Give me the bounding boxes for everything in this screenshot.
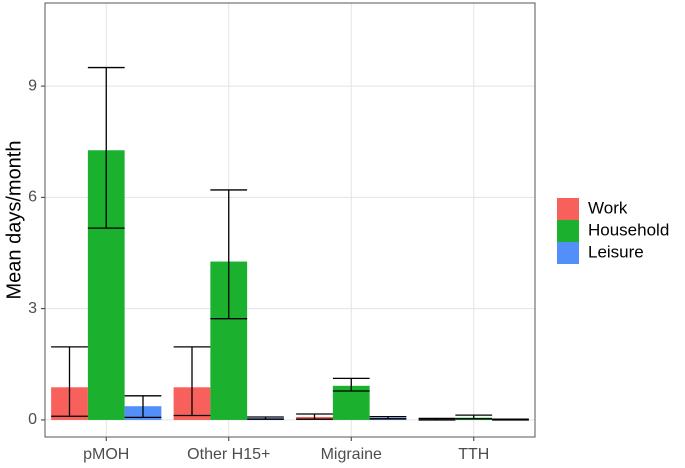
legend-label: Work: [588, 198, 628, 217]
error-bar: [210, 189, 248, 320]
error-bar: [369, 415, 407, 420]
error-bar: [332, 377, 370, 392]
legend-swatch: [557, 242, 579, 264]
x-tick-label: TTH: [458, 446, 489, 463]
x-tick-label: Migraine: [321, 446, 382, 463]
error-bar: [124, 395, 162, 418]
error-bar: [247, 416, 284, 420]
error-bar: [296, 413, 333, 420]
x-tick-label: Other H15+: [187, 446, 270, 463]
error-bar: [455, 414, 493, 420]
y-tick-label: 9: [28, 77, 37, 94]
error-bar: [51, 346, 88, 417]
legend-label: Leisure: [588, 242, 644, 261]
legend-label: Household: [588, 220, 669, 239]
y-tick-label: 6: [28, 189, 37, 206]
error-bar: [87, 66, 125, 229]
y-tick-label: 3: [28, 300, 37, 317]
y-tick-label: 0: [28, 411, 37, 428]
error-bar: [418, 417, 456, 421]
legend-swatch: [557, 220, 579, 242]
panel-border: [44, 2, 536, 438]
legend-swatch: [557, 198, 579, 220]
error-bar: [492, 418, 529, 421]
error-bar: [173, 346, 211, 417]
y-axis-label: Mean days/month: [3, 141, 25, 300]
panel: [45, 3, 535, 437]
x-tick-label: pMOH: [83, 446, 129, 463]
